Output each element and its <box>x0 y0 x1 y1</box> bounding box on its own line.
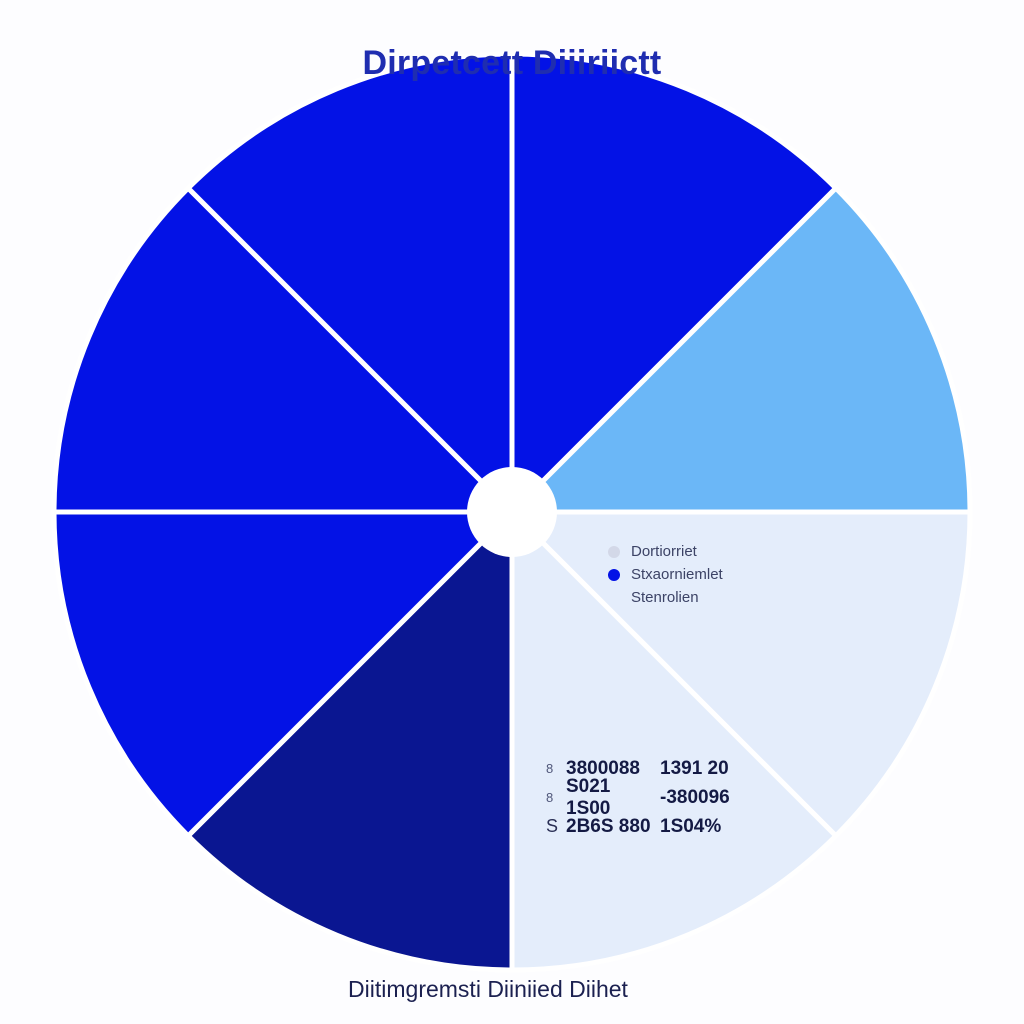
table-cell: -380096 <box>660 786 730 808</box>
table-cell: S021 1S00 <box>566 775 611 819</box>
pie-slice-8 <box>185 51 515 515</box>
legend-label: Stenrolien <box>631 589 699 606</box>
pie-center-hole <box>467 467 557 557</box>
table-row: 8 S021 1S00 -380096 <box>546 776 730 819</box>
legend-label: Dortiorriet <box>631 543 697 560</box>
legend-swatch <box>608 545 620 558</box>
chart-title: Dirpetcett Diiiriictt <box>362 44 662 82</box>
row-marker: S <box>546 816 559 836</box>
pie-slice-4 <box>509 509 839 973</box>
table-cell: 3800088 <box>566 757 640 779</box>
pie-slice-5 <box>185 509 515 973</box>
legend-item: Dortiorriet <box>608 540 723 563</box>
table-cell: 1391 20 <box>660 757 729 779</box>
legend: Dortiorriet Stxaorniemlet Stenrolien <box>608 540 723 609</box>
pie-slice-6 <box>51 509 515 839</box>
legend-label: Stxaorniemlet <box>631 566 723 583</box>
pie-slice-1 <box>509 51 839 515</box>
pie-slice-7 <box>51 185 515 515</box>
legend-item: Stenrolien <box>608 586 723 609</box>
row-marker: 8 <box>546 790 554 805</box>
pie-slice-2 <box>509 185 973 515</box>
row-marker: 8 <box>546 761 554 776</box>
table-cell: 2B6S 880 <box>566 815 651 837</box>
legend-swatch <box>608 568 620 581</box>
table-row: 8 3800088 1391 20 <box>546 754 730 783</box>
table-cell: 1S04% <box>660 815 722 837</box>
data-table: 8 3800088 1391 20 8 S021 1S00 -380096 S … <box>546 754 730 841</box>
legend-item: Stxaorniemlet <box>608 563 723 586</box>
pie-slice-3 <box>509 509 973 839</box>
table-row: S 2B6S 880 1S04% <box>546 812 730 841</box>
chart-footer: Diitimgremsti Diiniied Diihet <box>348 976 628 1002</box>
